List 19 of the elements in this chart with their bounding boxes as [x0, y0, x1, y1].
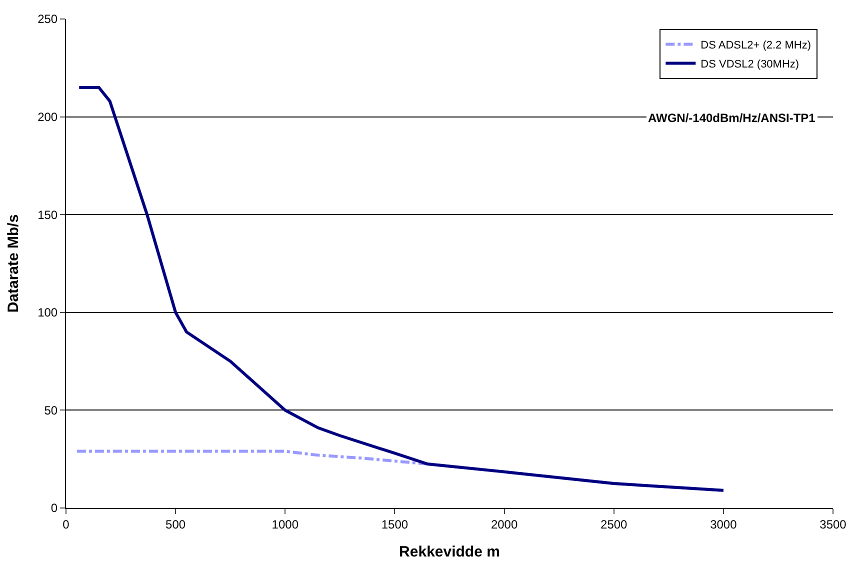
x-tick-label: 500	[166, 517, 186, 532]
y-tick-label: 50	[44, 403, 58, 418]
x-tick-label: 0	[62, 517, 70, 532]
y-tick-label: 100	[38, 306, 58, 320]
x-tick-label: 2000	[490, 517, 518, 532]
x-tick-label: 3500	[820, 517, 847, 532]
legend-label: DS ADSL2+ (2.2 MHz)	[700, 40, 812, 52]
x-tick-label: 2500	[600, 517, 628, 532]
x-tick-label: 3000	[710, 517, 738, 532]
y-tick-label: 250	[38, 12, 58, 26]
x-axis-title: Rekkevidde m	[399, 543, 500, 560]
x-tick-label: 1500	[381, 517, 408, 532]
y-axis-title: Datarate Mb/s	[4, 214, 22, 313]
annotation: AWGN/-140dBm/Hz/ANSI-TP1	[648, 111, 816, 125]
y-tick-label: 150	[38, 208, 58, 222]
legend-label: DS VDSL2 (30MHz)	[700, 58, 800, 71]
y-tick-label: 200	[38, 110, 58, 124]
y-tick-label: 0	[50, 501, 58, 516]
x-tick-label: 1000	[272, 517, 299, 532]
